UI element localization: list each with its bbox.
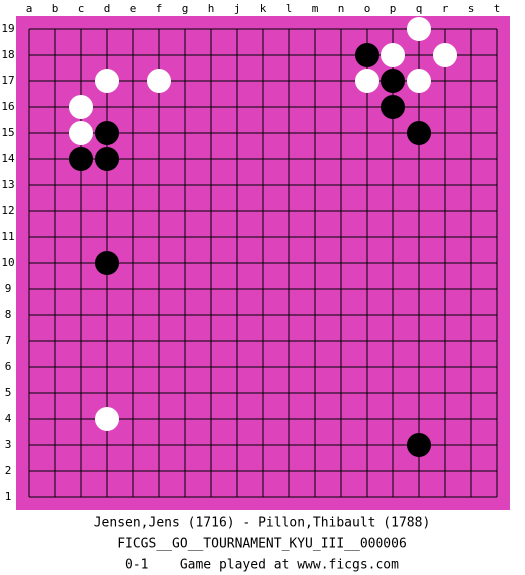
column-label: l — [286, 2, 293, 15]
black-stone — [355, 43, 379, 67]
column-label: d — [104, 2, 111, 15]
column-label: j — [234, 2, 241, 15]
row-label: 8 — [5, 308, 12, 321]
white-stone — [147, 69, 171, 93]
column-label: s — [468, 2, 475, 15]
row-label: 16 — [1, 100, 14, 113]
row-label: 15 — [1, 126, 14, 139]
black-stone — [95, 147, 119, 171]
column-label: f — [156, 2, 163, 15]
black-stone — [69, 147, 93, 171]
column-label: c — [78, 2, 85, 15]
black-stone — [381, 69, 405, 93]
white-stone — [95, 407, 119, 431]
row-label: 19 — [1, 22, 14, 35]
black-stone — [407, 121, 431, 145]
row-label: 6 — [5, 360, 12, 373]
row-label: 10 — [1, 256, 14, 269]
row-label: 17 — [1, 74, 14, 87]
event: FICGS__GO__TOURNAMENT_KYU_III__000006 — [117, 537, 407, 552]
column-label: g — [182, 2, 189, 15]
white-stone — [407, 69, 431, 93]
row-label: 13 — [1, 178, 14, 191]
black-stone — [407, 433, 431, 457]
column-label: b — [52, 2, 59, 15]
row-label: 12 — [1, 204, 14, 217]
column-label: k — [260, 2, 267, 15]
row-label: 7 — [5, 334, 12, 347]
column-label: m — [312, 2, 319, 15]
players: Jensen,Jens (1716) - Pillon,Thibault (17… — [94, 516, 431, 531]
row-label: 11 — [1, 230, 14, 243]
column-label: h — [208, 2, 215, 15]
white-stone — [407, 17, 431, 41]
column-label: e — [130, 2, 137, 15]
column-label: n — [338, 2, 345, 15]
row-label: 9 — [5, 282, 12, 295]
column-label: r — [442, 2, 449, 15]
white-stone — [95, 69, 119, 93]
row-label: 18 — [1, 48, 14, 61]
column-label: o — [364, 2, 371, 15]
column-label: q — [416, 2, 423, 15]
column-label: p — [390, 2, 397, 15]
black-stone — [95, 121, 119, 145]
row-label: 1 — [5, 490, 12, 503]
column-label: a — [26, 2, 33, 15]
column-label: t — [494, 2, 501, 15]
result: 0-1 Game played at www.ficgs.com — [125, 558, 399, 573]
row-label: 2 — [5, 464, 12, 477]
row-label: 4 — [5, 412, 12, 425]
white-stone — [355, 69, 379, 93]
row-label: 5 — [5, 386, 12, 399]
white-stone — [69, 121, 93, 145]
white-stone — [433, 43, 457, 67]
black-stone — [95, 251, 119, 275]
row-label: 3 — [5, 438, 12, 451]
row-label: 14 — [1, 152, 15, 165]
black-stone — [381, 95, 405, 119]
white-stone — [381, 43, 405, 67]
white-stone — [69, 95, 93, 119]
